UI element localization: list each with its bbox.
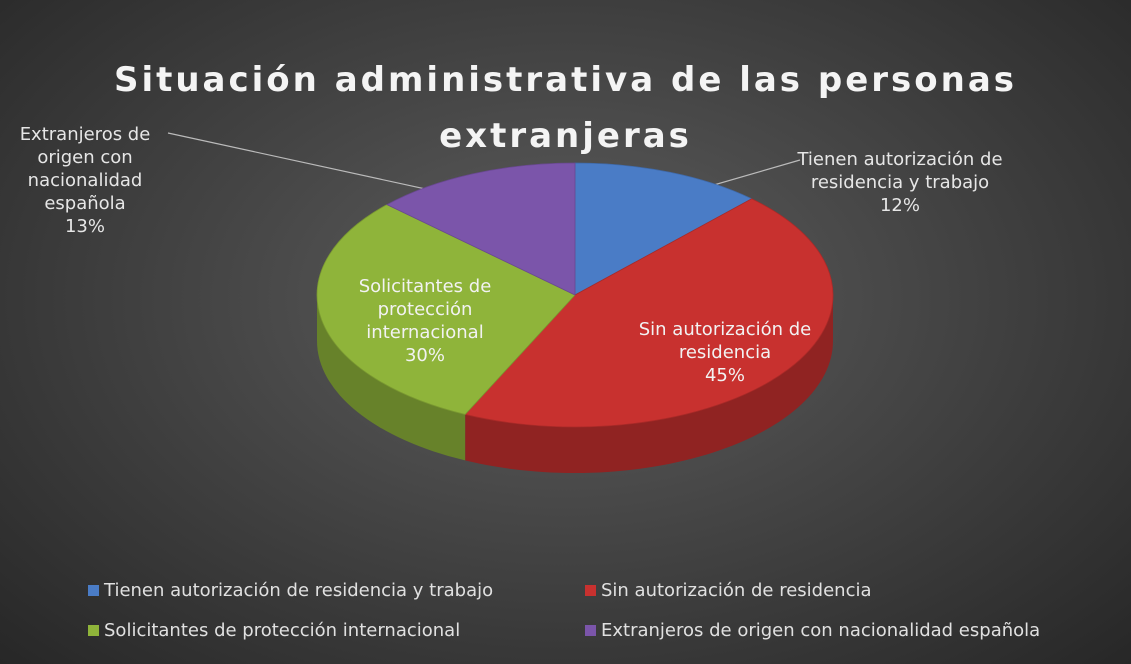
label-name: Solicitantes de protección internacional xyxy=(358,276,492,343)
slice-tops xyxy=(316,162,834,428)
label-name: Tienen autorización de residencia y trab… xyxy=(797,149,1003,193)
label-value: 12% xyxy=(879,195,920,216)
slice-side xyxy=(317,295,466,461)
data-label: Tienen autorización de residencia y trab… xyxy=(790,148,1010,217)
slice xyxy=(464,198,834,428)
chart-title: Situación administrativa de las personas… xyxy=(113,60,1018,156)
slice xyxy=(386,162,576,296)
slice xyxy=(574,162,753,296)
data-label: Extranjeros de origen con nacionalidad e… xyxy=(10,123,160,238)
data-label: Sin autorización de residencia 45% xyxy=(615,318,835,387)
label-name: Extranjeros de origen con nacionalidad e… xyxy=(19,124,151,214)
slice-side xyxy=(465,295,833,473)
slice xyxy=(316,204,576,415)
label-name: Sin autorización de residencia xyxy=(638,319,812,363)
side-walls xyxy=(317,295,833,473)
label-value: 45% xyxy=(704,365,745,386)
label-value: 30% xyxy=(404,345,445,366)
data-label: Solicitantes de protección internacional… xyxy=(335,275,515,367)
label-value: 13% xyxy=(64,216,105,237)
